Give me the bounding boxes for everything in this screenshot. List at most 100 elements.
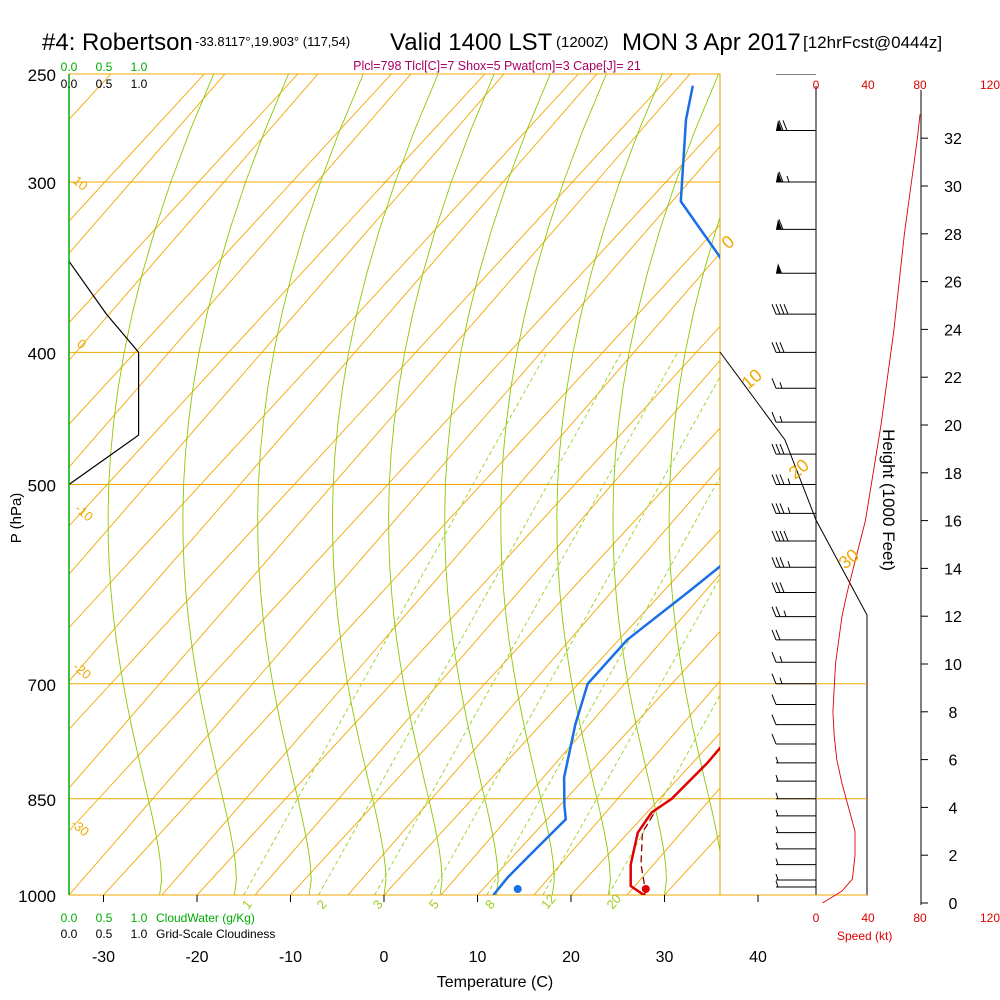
isotherm-line — [852, 74, 1000, 895]
wind-barb-half — [779, 656, 783, 663]
wind-barb-half — [792, 74, 793, 75]
height-label: 0 — [949, 896, 958, 913]
temp-label: -30 — [92, 949, 115, 966]
wind-barb — [775, 756, 816, 764]
wind-barb — [771, 443, 816, 455]
height-label: 12 — [944, 609, 962, 626]
wind-barb-flag — [776, 120, 782, 131]
header-zulu: (1200Z) — [556, 34, 609, 51]
wind-barb-full — [783, 530, 789, 542]
wind-barb-full — [778, 171, 784, 183]
dry-adiabat-line — [69, 74, 598, 682]
wind-barb — [771, 378, 816, 389]
wind-barb-full — [771, 503, 777, 514]
speed-axis-title: Speed (kt) — [837, 929, 892, 943]
dry-adiabat-label: -30 — [68, 816, 92, 840]
mixing-ratio-label: 3 — [370, 897, 386, 912]
speed-tick-bottom: 0 — [813, 911, 820, 925]
wind-barb — [775, 792, 816, 800]
wind-barb-full — [771, 582, 777, 593]
isotherm-line — [103, 224, 720, 895]
wind-barb-flag — [776, 219, 782, 230]
wind-barb — [775, 858, 816, 866]
isotherm-line — [383, 529, 720, 895]
height-label: 28 — [944, 227, 962, 244]
isotherm-line — [570, 732, 720, 895]
wind-barb — [776, 74, 816, 75]
speed-tick-bottom: 40 — [861, 911, 875, 925]
cloudiness-title: Grid-Scale Cloudiness — [156, 927, 275, 941]
moist-adiabat-label: 20 — [785, 455, 813, 483]
dry-adiabat-label: -20 — [70, 659, 94, 683]
moist-adiabat-line — [257, 74, 364, 895]
wind-barb-half — [783, 610, 787, 617]
pressure-label-400: 400 — [28, 344, 56, 363]
mixing-ratio-line — [318, 352, 622, 895]
surface-dewpoint-dot — [513, 885, 522, 893]
height-label: 16 — [944, 514, 962, 531]
moist-adiabat-line — [444, 74, 551, 895]
mixing-ratio-label: 2 — [314, 897, 330, 912]
wind-barb-flag — [776, 171, 782, 182]
cloudiness-tick-top: 0.5 — [96, 77, 113, 91]
height-label: 20 — [944, 418, 962, 435]
wind-barb-full — [771, 342, 777, 353]
wind-barb — [771, 606, 816, 618]
wind-barb-full — [775, 503, 781, 514]
mixing-ratio-line — [542, 576, 720, 895]
speed-tick-top: 40 — [861, 78, 875, 92]
cloudwater-tick-top: 0.5 — [96, 60, 113, 74]
wind-barb — [775, 809, 816, 817]
height-label: 30 — [944, 179, 962, 196]
yaxis-title: P (hPa) — [8, 493, 25, 544]
wind-barb-full — [775, 629, 781, 641]
speed-tick-top: 120 — [980, 78, 1000, 92]
dry-adiabat-line — [69, 74, 319, 361]
height-label: 4 — [949, 800, 958, 817]
isotherm-line — [69, 74, 205, 222]
cloudwater-tick-bottom: 0.0 — [61, 911, 78, 925]
pressure-label-500: 500 — [28, 477, 56, 496]
wind-barb-full — [783, 303, 789, 315]
isotherm-line — [69, 74, 579, 629]
speed-tick-bottom: 120 — [980, 911, 1000, 925]
wind-barb-full — [778, 219, 784, 230]
wind-barb-half — [775, 809, 779, 817]
header-fcst: [12hrFcst@0444z] — [803, 33, 942, 52]
height-label: 32 — [944, 131, 962, 148]
wind-barb — [771, 503, 816, 514]
surface-temperature-dot — [641, 885, 650, 893]
wind-barb — [771, 733, 816, 745]
height-label: 10 — [944, 657, 962, 674]
wind-barb-full — [779, 443, 785, 455]
dry-adiabat-line — [813, 0, 1000, 895]
wind-barb — [771, 582, 816, 593]
wind-column-isobars — [720, 683, 867, 896]
dry-adiabat-line — [161, 252, 720, 895]
dry-adiabat-label: 0 — [74, 336, 89, 352]
mixing-ratio-label: 5 — [426, 897, 442, 912]
wind-column-outline — [719, 351, 868, 896]
temp-label: -10 — [279, 949, 302, 966]
temp-label: 30 — [656, 949, 674, 966]
wind-barb — [771, 474, 816, 485]
wind-barb-half — [775, 873, 779, 881]
header-station: #4: Robertson — [42, 29, 193, 56]
temperature-line — [629, 746, 720, 895]
wind-barb — [771, 342, 816, 353]
wind-barb — [771, 694, 816, 706]
pressure-label-300: 300 — [28, 174, 56, 193]
temp-label: 20 — [562, 949, 580, 966]
wind-barb — [776, 120, 816, 131]
dry-adiabat-line — [69, 74, 691, 789]
height-label: 8 — [949, 705, 958, 722]
wind-barb-full — [782, 120, 788, 131]
wind-barb-full — [771, 443, 777, 455]
wind-barb-half — [786, 175, 790, 183]
wind-barbs — [771, 74, 816, 888]
wind-barb-full — [779, 582, 785, 593]
mixing-ratio-line — [608, 694, 720, 895]
speed-tick-top: 0 — [813, 78, 820, 92]
wind-barb-full — [779, 474, 785, 485]
